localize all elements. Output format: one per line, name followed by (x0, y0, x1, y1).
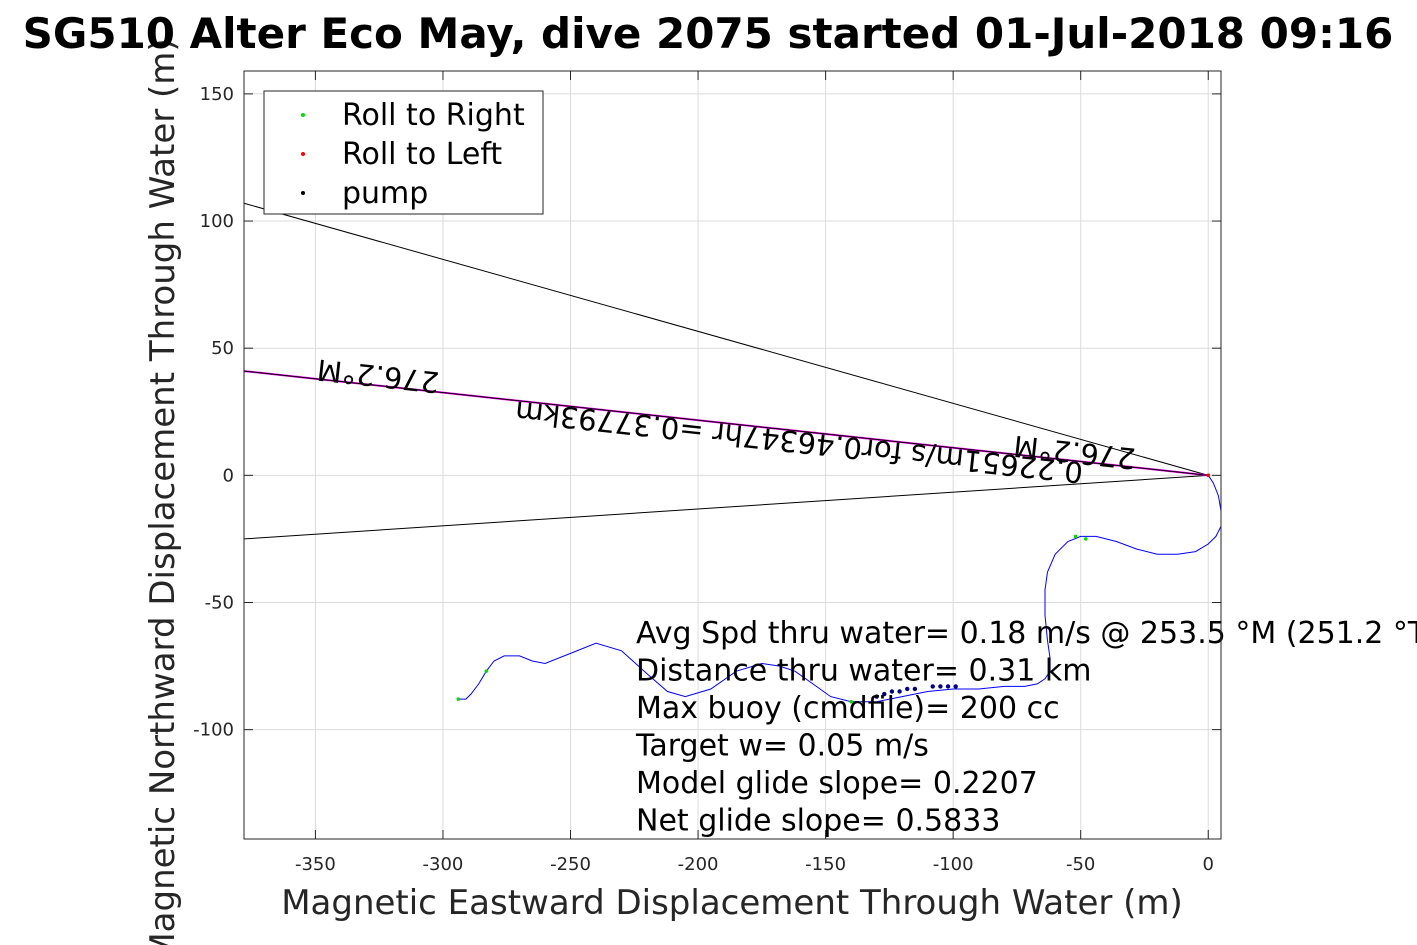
roll-right-point (484, 669, 489, 673)
pump-point (874, 694, 879, 699)
ticks: -350 -300 -250 -200 -150 -100 -50 0 -100 -50 0 50 10… (193, 71, 1221, 875)
plot-frame (243, 70, 1222, 840)
x-tick-label: -150 (805, 854, 846, 875)
heading-line (243, 474, 1209, 540)
pump-point (897, 689, 902, 694)
y-axis-label: Magnetic Northward Displacement Through … (143, 38, 183, 945)
x-axis-label: Magnetic Eastward Displacement Through W… (281, 883, 1183, 923)
legend-box (263, 90, 544, 215)
pump-point (882, 691, 887, 697)
glider-track-line (458, 475, 1222, 703)
y-tick-label: -50 (205, 592, 234, 613)
stats-annotation: Avg Spd thru water= 0.18 m/s @ 253.5 °M … (636, 616, 1417, 651)
legend-marker (301, 191, 305, 195)
y-tick-label: 50 (211, 338, 234, 359)
legend-label: Roll to Left (342, 137, 502, 172)
chart-title: SG510 Alter Eco May, dive 2075 started 0… (23, 9, 1394, 58)
x-tick-label: 0 (1203, 854, 1214, 875)
heading-line (243, 370, 1209, 476)
legend-label: pump (342, 176, 428, 211)
pump-point (912, 686, 918, 692)
stats-annotation: Max buoy (cmdfile)= 200 cc (636, 691, 1060, 726)
legend-label: Roll to Right (342, 98, 525, 133)
pump-point (953, 684, 958, 689)
stats-annotation: Net glide slope= 0.5833 (636, 804, 1000, 839)
grid (244, 71, 1221, 839)
x-tick-label: -50 (1066, 854, 1095, 875)
x-tick-label: -250 (550, 854, 591, 875)
pump-point (945, 684, 951, 689)
legend-marker (301, 113, 305, 117)
track-layer (458, 475, 1222, 703)
pump-point (930, 684, 935, 689)
roll-right-point (849, 699, 853, 704)
heading-line (243, 202, 1209, 476)
legend-marker (301, 152, 305, 156)
y-tick-label: 150 (200, 84, 234, 105)
annotations: Avg Spd thru water= 0.18 m/s @ 253.5 °M … (635, 616, 1417, 839)
pump-point (889, 689, 895, 694)
roll-right-point (456, 697, 461, 701)
x-tick-label: -350 (295, 854, 336, 875)
roll-right-point (1084, 537, 1088, 541)
markers (456, 473, 1211, 704)
y-tick-label: 0 (223, 465, 234, 486)
x-tick-label: -100 (933, 854, 974, 875)
stats-annotation: Target w= 0.05 m/s (635, 729, 929, 764)
legend: Roll to Right Roll to Left pump (263, 90, 544, 215)
y-tick-label: -100 (193, 720, 234, 741)
stats-annotation: Model glide slope= 0.2207 (636, 766, 1038, 801)
roll-left-point (1206, 473, 1211, 478)
pump-point (938, 684, 943, 689)
stats-annotation: Distance thru water= 0.31 km (636, 654, 1091, 689)
x-tick-label: -200 (678, 854, 719, 875)
roll-right-point (1073, 534, 1078, 539)
y-tick-label: 100 (200, 211, 234, 232)
pump-point (905, 686, 910, 692)
x-tick-label: -300 (423, 854, 464, 875)
heading-lines (243, 202, 1209, 540)
